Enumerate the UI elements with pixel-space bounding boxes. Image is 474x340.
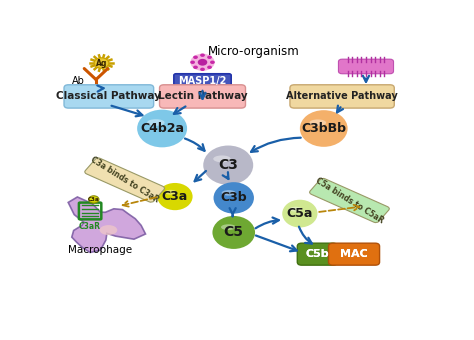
Ellipse shape bbox=[137, 110, 187, 147]
Circle shape bbox=[89, 196, 99, 203]
Text: Alternative Pathway: Alternative Pathway bbox=[286, 91, 398, 101]
Text: Classical Pathway: Classical Pathway bbox=[56, 91, 161, 101]
Circle shape bbox=[193, 66, 198, 69]
Text: C5a: C5a bbox=[287, 207, 313, 220]
Circle shape bbox=[200, 53, 205, 57]
Ellipse shape bbox=[100, 225, 117, 235]
FancyBboxPatch shape bbox=[338, 59, 393, 74]
Text: C3a: C3a bbox=[162, 190, 188, 203]
Text: Micro-organism: Micro-organism bbox=[208, 45, 300, 58]
Text: C5b: C5b bbox=[306, 249, 329, 259]
Polygon shape bbox=[68, 197, 146, 253]
FancyBboxPatch shape bbox=[174, 74, 231, 89]
Circle shape bbox=[193, 55, 198, 59]
Circle shape bbox=[94, 58, 109, 68]
FancyBboxPatch shape bbox=[290, 85, 394, 108]
Text: C5a binds to C5aR: C5a binds to C5aR bbox=[314, 176, 385, 225]
Text: C3a: C3a bbox=[88, 197, 100, 202]
Text: C3aR: C3aR bbox=[79, 222, 101, 231]
Ellipse shape bbox=[213, 155, 231, 162]
Circle shape bbox=[190, 61, 195, 64]
Ellipse shape bbox=[157, 183, 192, 210]
Text: Ab: Ab bbox=[72, 76, 85, 86]
Text: Macrophage: Macrophage bbox=[68, 245, 132, 255]
Text: C3b: C3b bbox=[220, 191, 247, 204]
Ellipse shape bbox=[203, 146, 253, 185]
FancyBboxPatch shape bbox=[328, 243, 380, 265]
Ellipse shape bbox=[221, 224, 236, 230]
Text: C5b: C5b bbox=[306, 249, 329, 259]
Ellipse shape bbox=[212, 216, 255, 249]
Ellipse shape bbox=[300, 110, 347, 147]
Circle shape bbox=[191, 54, 215, 71]
Text: MASP1/2: MASP1/2 bbox=[178, 76, 227, 86]
Text: Lectin Pathway: Lectin Pathway bbox=[158, 91, 247, 101]
Text: C3a binds to C3aR: C3a binds to C3aR bbox=[89, 155, 160, 205]
Ellipse shape bbox=[147, 119, 164, 126]
Ellipse shape bbox=[282, 200, 318, 227]
Circle shape bbox=[198, 59, 207, 66]
FancyBboxPatch shape bbox=[310, 178, 389, 223]
Text: MAC: MAC bbox=[340, 249, 368, 259]
Text: C3bBb: C3bBb bbox=[301, 122, 346, 135]
Ellipse shape bbox=[310, 119, 326, 126]
FancyBboxPatch shape bbox=[64, 85, 154, 108]
Circle shape bbox=[207, 55, 212, 59]
Ellipse shape bbox=[222, 190, 236, 196]
Ellipse shape bbox=[213, 182, 254, 214]
Ellipse shape bbox=[164, 190, 177, 194]
FancyBboxPatch shape bbox=[85, 158, 164, 202]
Ellipse shape bbox=[289, 207, 301, 211]
Circle shape bbox=[210, 61, 215, 64]
Text: C3: C3 bbox=[219, 158, 238, 172]
Text: Ag: Ag bbox=[96, 58, 107, 68]
FancyBboxPatch shape bbox=[160, 85, 246, 108]
Text: C5: C5 bbox=[224, 225, 244, 239]
FancyBboxPatch shape bbox=[297, 243, 337, 265]
Circle shape bbox=[200, 68, 205, 71]
Text: C4b2a: C4b2a bbox=[140, 122, 184, 135]
Text: MAC: MAC bbox=[340, 249, 368, 259]
Circle shape bbox=[207, 66, 212, 69]
